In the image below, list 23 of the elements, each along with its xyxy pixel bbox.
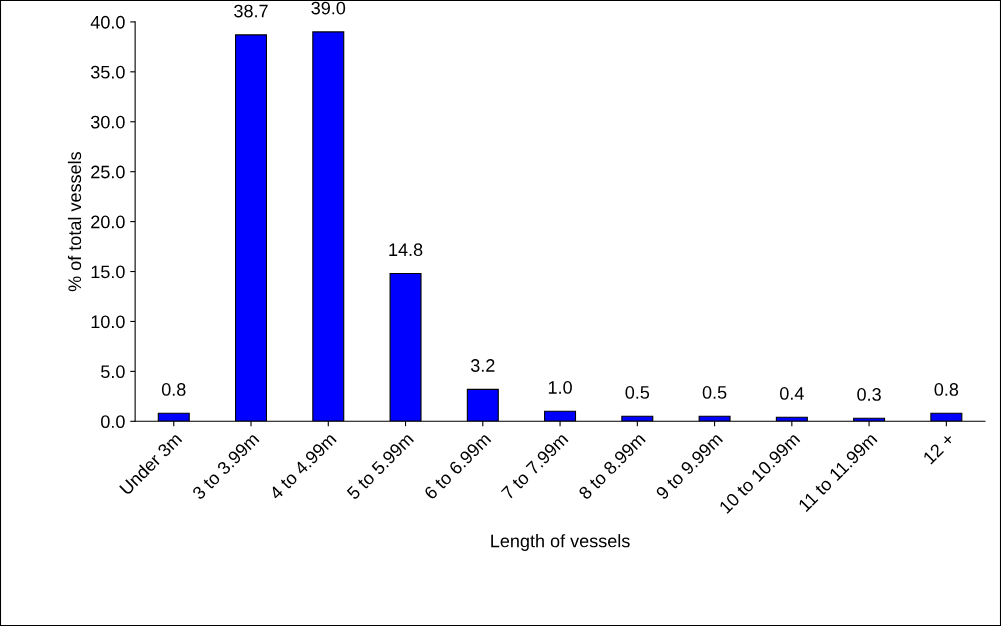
data-label: 0.3 — [857, 388, 881, 401]
data-label: 0.8 — [161, 383, 186, 396]
y-tick-label: 20.0 — [91, 215, 125, 229]
y-axis-title: % of total vessels — [67, 152, 82, 292]
data-label: 0.4 — [779, 387, 804, 400]
data-label: 38.7 — [234, 4, 268, 18]
y-tick-label: 30.0 — [90, 115, 125, 129]
y-tick-label: 25.0 — [91, 165, 125, 179]
y-tick-label: 40.0 — [90, 15, 125, 29]
y-tick-label: 0.0 — [101, 415, 125, 429]
data-label: 0.8 — [934, 383, 959, 396]
data-label: 1.0 — [548, 381, 572, 394]
data-label: 3.2 — [470, 359, 495, 372]
y-tick-label: 10.0 — [91, 315, 125, 329]
x-tick-label: 12 + — [922, 431, 955, 465]
data-label: 0.5 — [702, 386, 727, 399]
data-label: 0.5 — [625, 386, 650, 399]
y-tick-label: 35.0 — [90, 65, 125, 79]
x-axis-title: Length of vessels — [491, 534, 630, 551]
y-tick-label: 5.0 — [101, 365, 125, 379]
data-label: 39.0 — [311, 1, 346, 15]
y-tick-label: 15.0 — [91, 265, 125, 279]
data-label: 14.8 — [389, 243, 423, 257]
